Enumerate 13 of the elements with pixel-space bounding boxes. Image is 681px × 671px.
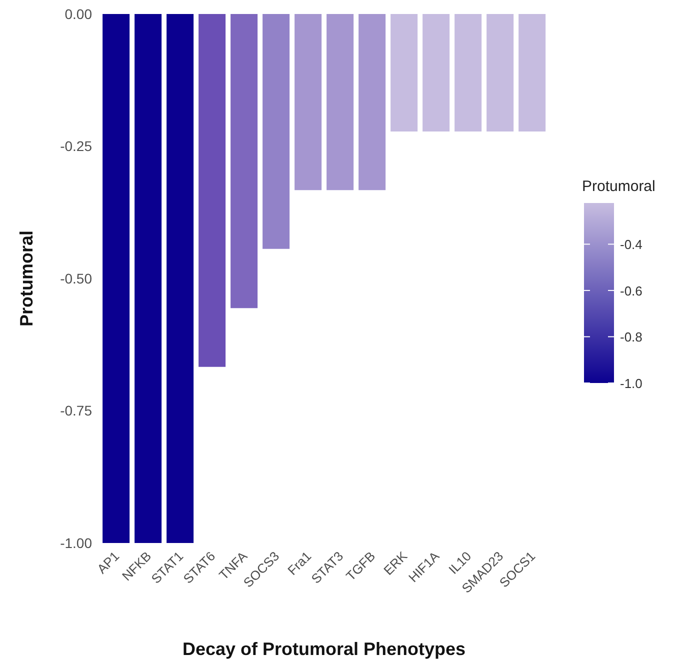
color-bar-label: -0.6	[620, 283, 642, 298]
color-bar-label: -0.8	[620, 330, 642, 345]
color-bar-title: Protumoral	[582, 178, 656, 195]
color-bar-label: -0.4	[620, 237, 642, 252]
y-tick-label: -0.75	[60, 402, 92, 419]
y-tick-label: -1.00	[60, 534, 92, 551]
y-axis-title: Protumoral	[16, 230, 36, 327]
x-axis-title: Decay of Protumoral Phenotypes	[182, 639, 466, 659]
y-tick-label: -0.50	[60, 270, 92, 286]
x-tick-label: AP1	[94, 548, 122, 576]
y-tick-label: -0.25	[60, 138, 92, 154]
y-tick-label: 0.00	[64, 6, 92, 22]
color-bar-label: -1.0	[620, 376, 642, 391]
